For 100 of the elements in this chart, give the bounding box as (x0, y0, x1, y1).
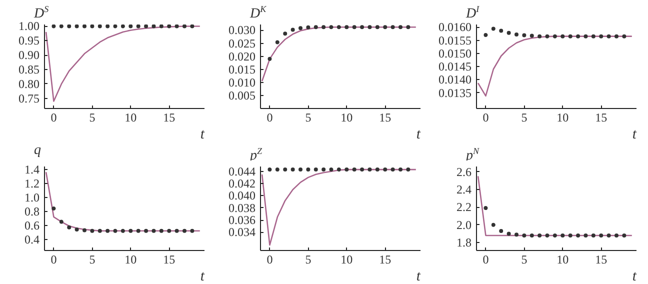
y-tick-label: 0.95 (18, 34, 40, 48)
point (167, 228, 172, 233)
y-tick-label: 0.6 (24, 218, 40, 232)
point (560, 34, 565, 38)
x-axis-title: t (200, 268, 206, 284)
point (514, 32, 518, 36)
point (614, 34, 618, 38)
y-tick-label: 0.0155 (438, 33, 472, 48)
point (182, 228, 186, 233)
y-tick-label: 2.0 (456, 218, 472, 232)
y-tick-label: 0.044 (228, 164, 256, 178)
y-tick-label: 0.038 (228, 200, 256, 215)
y-axis-title: D$^{S}$ (34, 3, 49, 22)
point (106, 228, 110, 233)
point (275, 40, 280, 44)
y-tick-label: 0.0135 (438, 86, 472, 100)
point (568, 233, 572, 238)
y-tick-label: 0.005 (228, 88, 256, 102)
point (74, 228, 79, 232)
point (545, 34, 550, 38)
x-tick-label: 0 (266, 110, 273, 124)
point (506, 232, 511, 236)
point (190, 228, 194, 233)
point (283, 32, 288, 36)
point (491, 26, 496, 31)
point (360, 25, 364, 30)
x-tick-label: 15 (595, 252, 608, 266)
y-axis-title: D$^{I}$ (466, 3, 480, 23)
x-tick-label: 10 (124, 110, 137, 124)
x-tick-label: 0 (482, 252, 489, 266)
y-tick-label: 0.042 (228, 176, 256, 191)
x-tick-label: 15 (379, 110, 392, 124)
point (606, 34, 611, 38)
x-tick-label: 0 (482, 110, 489, 124)
x-tick-label: 5 (305, 110, 312, 124)
point (383, 25, 388, 30)
point (98, 228, 102, 233)
point (144, 228, 148, 233)
x-tick-label: 10 (340, 252, 353, 266)
x-tick-label: 10 (556, 110, 569, 124)
point (52, 206, 56, 210)
x-tick-label: 5 (521, 252, 528, 266)
y-tick-label: 0.0150 (438, 46, 472, 60)
x-tick-label: 0 (50, 110, 57, 124)
x-tick-label: 10 (124, 252, 137, 266)
point (322, 25, 326, 30)
point (159, 228, 164, 233)
y-tick-label: 0.040 (228, 188, 256, 203)
point (90, 228, 94, 233)
y-tick-label: 2.6 (456, 164, 472, 179)
point (576, 34, 580, 38)
y-tick-label: 0.0140 (438, 72, 472, 87)
point (128, 228, 133, 233)
point (314, 25, 318, 30)
x-axis-title: t (632, 268, 638, 284)
y-tick-label: 0.85 (18, 62, 40, 77)
point (298, 26, 302, 30)
x-tick-label: 15 (163, 252, 176, 266)
point (545, 233, 550, 238)
x-tick-label: 0 (50, 252, 57, 266)
y-tick-label: 1.8 (456, 236, 472, 250)
y-tick-label: 0.030 (228, 23, 256, 38)
point (599, 34, 604, 38)
x-axis-title: t (200, 126, 206, 142)
point (538, 233, 542, 238)
y-tick-label: 0.90 (18, 48, 40, 62)
y-axis-title: q (34, 142, 41, 160)
line-series (261, 26, 417, 82)
point (59, 220, 64, 224)
point (174, 228, 179, 233)
x-tick-label: 5 (305, 252, 312, 266)
point (599, 233, 604, 238)
y-tick-label: 1.00 (18, 19, 40, 34)
line-series (45, 26, 201, 102)
point (560, 233, 565, 238)
point (530, 34, 534, 38)
point (568, 34, 572, 38)
point (268, 56, 272, 61)
point (398, 25, 402, 30)
point (591, 233, 596, 238)
point (552, 233, 557, 238)
y-tick-label: 2.4 (456, 182, 472, 196)
y-tick-label: 0.8 (24, 204, 40, 218)
point (152, 228, 156, 233)
point (306, 25, 310, 30)
point (622, 233, 626, 238)
point (622, 34, 626, 38)
x-tick-label: 15 (595, 110, 608, 124)
x-axis-title: t (416, 268, 422, 284)
point (67, 225, 72, 230)
y-axis-title: D$^{K}$ (250, 3, 266, 24)
point (344, 25, 349, 30)
y-tick-label: 0.025 (228, 36, 256, 50)
y-tick-label: 1.2 (24, 176, 40, 190)
point (120, 228, 125, 233)
point (136, 228, 140, 233)
y-tick-label: 0.0160 (438, 20, 472, 34)
point (484, 33, 488, 37)
point (576, 233, 580, 238)
y-tick-label: 0.0145 (438, 60, 472, 74)
